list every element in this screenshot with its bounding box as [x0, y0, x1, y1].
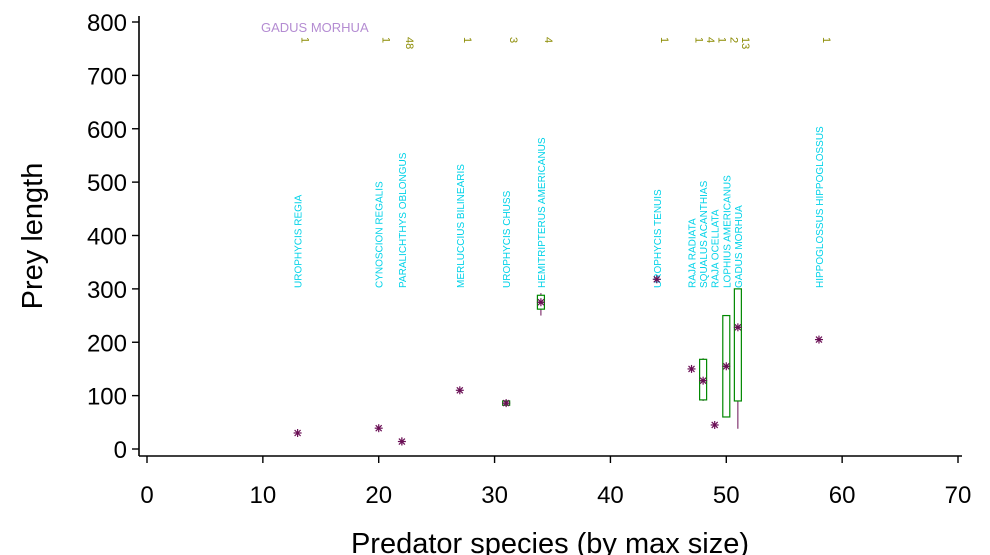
mean-star-stroke	[688, 365, 695, 373]
mean-star-stroke	[537, 298, 545, 306]
y-tick-label: 800	[87, 10, 127, 37]
count-label: 3	[507, 37, 519, 43]
x-tick-label: 50	[713, 482, 740, 509]
mean-star-stroke	[815, 336, 823, 344]
species-label: RAJA OCELLATA	[711, 209, 722, 288]
x-tick-label: 40	[597, 482, 624, 509]
mean-point	[374, 424, 383, 433]
y-tick-label: 600	[87, 117, 127, 144]
mean-point	[733, 323, 742, 332]
mean-point	[710, 420, 719, 429]
y-tick-label: 300	[87, 277, 127, 304]
y-tick-label: 0	[114, 437, 127, 464]
count-label: 1	[658, 37, 670, 43]
mean-star-stroke	[375, 424, 383, 432]
count-label: 1	[299, 37, 311, 43]
species-label: CYNOSCION REGALIS	[375, 181, 386, 288]
count-label: 4	[704, 37, 716, 43]
species-label: RAJA RADIATA	[688, 218, 699, 288]
mean-star-stroke	[653, 275, 661, 283]
y-tick-label: 500	[87, 170, 127, 197]
mean-star-stroke	[711, 421, 719, 429]
y-tick-label: 200	[87, 330, 127, 357]
mean-point	[536, 298, 545, 307]
count-label: 48	[403, 37, 415, 49]
count-label: 4	[542, 37, 554, 43]
x-tick-label: 70	[945, 482, 972, 509]
mean-point	[397, 437, 406, 446]
x-tick-label: 10	[250, 482, 277, 509]
prey-species-title: GADUS MORHUA	[261, 20, 369, 35]
species-label: HEMITRIPTERUS AMERICANUS	[537, 137, 548, 288]
species-label: UROPHYCIS REGIA	[294, 194, 305, 288]
mean-star-stroke	[294, 429, 302, 437]
mean-star-stroke	[456, 386, 464, 394]
species-label: MERLUCCIUS BILINEARIS	[456, 164, 467, 288]
x-tick-label: 20	[365, 482, 392, 509]
mean-point	[699, 376, 708, 385]
species-label: GADUS MORHUA	[734, 205, 745, 288]
count-label: 1	[820, 37, 832, 43]
species-label: LOPHIUS AMERICANUS	[722, 175, 733, 288]
count-label: 13	[739, 37, 751, 49]
mean-point	[722, 362, 731, 371]
species-label: SQUALUS ACANTHIAS	[699, 180, 710, 288]
x-axis-title: Predator species (by max size)	[351, 528, 749, 555]
species-labels: UROPHYCIS REGIA CYNOSCION REGALIS PARALICH…	[294, 126, 826, 288]
species-label: PARALICHTHYS OBLONGUS	[398, 152, 409, 288]
count-label: 1	[693, 37, 705, 43]
species-label: HIPPOGLOSSUS HIPPOGLOSSUS	[815, 126, 826, 288]
mean-star-stroke	[734, 323, 742, 331]
marks	[293, 275, 823, 446]
count-label: 2	[727, 37, 739, 43]
box	[733, 288, 742, 402]
mean-point	[687, 364, 696, 373]
count-label: 1	[461, 37, 473, 43]
y-tick-label: 400	[87, 224, 127, 251]
mean-star-stroke	[398, 438, 406, 445]
count-label: 1	[380, 37, 392, 43]
mean-point	[455, 386, 464, 395]
mean-star-stroke	[502, 399, 510, 407]
mean-point	[652, 275, 661, 284]
count-labels: 1 1 48 1 3 4 1 1 4 1 2 13 1	[299, 37, 832, 49]
y-tick-label: 700	[87, 63, 127, 90]
y-tick-label: 100	[87, 384, 127, 411]
mean-star-stroke	[699, 377, 707, 385]
x-tick-label: 60	[829, 482, 856, 509]
x-tick-label: 30	[481, 482, 508, 509]
species-label: UROPHYCIS CHUSS	[502, 190, 513, 288]
species-label: UROPHYCIS TENUIS	[653, 189, 664, 288]
mean-point	[502, 399, 511, 408]
mean-point	[814, 335, 823, 344]
mean-point	[293, 428, 302, 437]
x-tick-label: 0	[140, 482, 153, 509]
y-axis-title: Prey length	[17, 163, 49, 310]
mean-star-stroke	[722, 362, 730, 370]
count-label: 1	[716, 37, 728, 43]
